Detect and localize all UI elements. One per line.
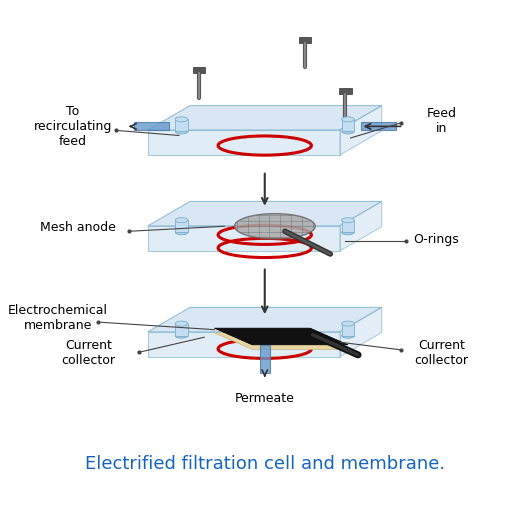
- Ellipse shape: [175, 231, 188, 235]
- Ellipse shape: [342, 118, 354, 123]
- Ellipse shape: [342, 333, 354, 338]
- Ellipse shape: [342, 322, 354, 326]
- Polygon shape: [134, 123, 169, 131]
- Polygon shape: [148, 332, 340, 357]
- Polygon shape: [175, 324, 188, 336]
- Text: Mesh anode: Mesh anode: [40, 220, 116, 233]
- Polygon shape: [340, 106, 382, 156]
- Text: To
recirculating
feed: To recirculating feed: [34, 105, 112, 148]
- Ellipse shape: [342, 231, 354, 235]
- Polygon shape: [340, 89, 352, 94]
- Polygon shape: [148, 131, 340, 156]
- Text: Current
collector: Current collector: [414, 338, 469, 366]
- Ellipse shape: [175, 333, 188, 338]
- Ellipse shape: [342, 130, 354, 135]
- Text: Permeate: Permeate: [235, 391, 295, 405]
- Ellipse shape: [175, 218, 188, 223]
- Ellipse shape: [235, 214, 315, 239]
- Polygon shape: [148, 106, 382, 131]
- Polygon shape: [175, 120, 188, 132]
- Polygon shape: [148, 202, 382, 227]
- Polygon shape: [214, 328, 348, 345]
- Ellipse shape: [175, 322, 188, 326]
- Polygon shape: [342, 324, 354, 336]
- Text: Electrified filtration cell and membrane.: Electrified filtration cell and membrane…: [85, 455, 445, 472]
- Polygon shape: [340, 202, 382, 251]
- Polygon shape: [299, 38, 311, 44]
- Text: Feed
in: Feed in: [426, 107, 457, 135]
- Polygon shape: [340, 308, 382, 357]
- Polygon shape: [214, 333, 348, 350]
- Ellipse shape: [342, 218, 354, 223]
- Polygon shape: [259, 345, 270, 373]
- Text: Electrochemical
membrane: Electrochemical membrane: [8, 303, 108, 331]
- Text: Current
collector: Current collector: [61, 338, 115, 366]
- Polygon shape: [175, 221, 188, 233]
- Ellipse shape: [175, 130, 188, 135]
- Ellipse shape: [175, 118, 188, 123]
- Polygon shape: [148, 308, 382, 332]
- Polygon shape: [342, 221, 354, 233]
- Polygon shape: [342, 120, 354, 132]
- Polygon shape: [193, 68, 205, 74]
- Polygon shape: [148, 227, 340, 251]
- Text: O-rings: O-rings: [413, 233, 459, 246]
- Polygon shape: [360, 123, 396, 131]
